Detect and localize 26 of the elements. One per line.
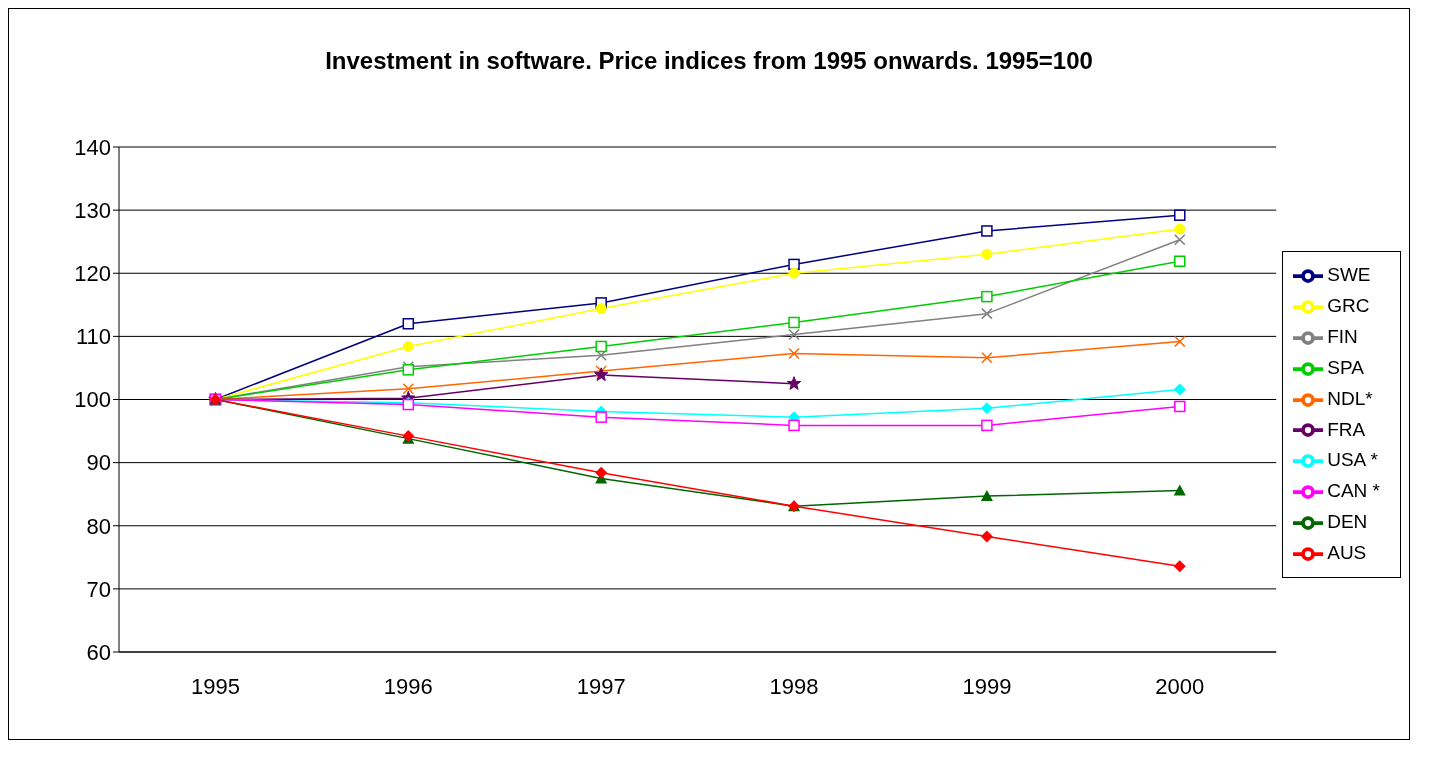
y-tick-label: 60: [86, 639, 111, 665]
x-tick-label: 1999: [962, 673, 1012, 699]
y-tick-label: 80: [86, 513, 111, 539]
legend-label: DEN: [1327, 511, 1368, 533]
x-tick-label: 1997: [576, 673, 626, 699]
x-tick-label: 1998: [769, 673, 819, 699]
x-tick-label: 1995: [190, 673, 240, 699]
legend-label: FRA: [1327, 418, 1366, 440]
x-tick-label: 2000: [1155, 673, 1205, 699]
y-tick-label: 120: [74, 261, 111, 287]
legend-label: NDL*: [1327, 387, 1373, 409]
legend-label: SPA: [1327, 356, 1364, 378]
y-tick-label: 70: [86, 576, 111, 602]
legend-label: GRC: [1327, 294, 1370, 316]
chart-title: Investment in software. Price indices from 1995 onwards. 1995=100: [324, 46, 1094, 76]
y-tick-label: 110: [75, 324, 111, 350]
legend-label: CAN *: [1327, 480, 1380, 502]
legend-label: FIN: [1327, 325, 1358, 347]
legend-label: AUS: [1327, 542, 1367, 564]
y-tick-label: 140: [74, 134, 111, 160]
legend-label: USA *: [1327, 449, 1378, 471]
y-tick-label: 130: [74, 197, 111, 223]
x-tick-label: 1996: [383, 673, 433, 699]
legend-label: SWE: [1327, 263, 1371, 285]
y-tick-label: 90: [86, 450, 111, 476]
y-tick-label: 100: [74, 387, 111, 413]
